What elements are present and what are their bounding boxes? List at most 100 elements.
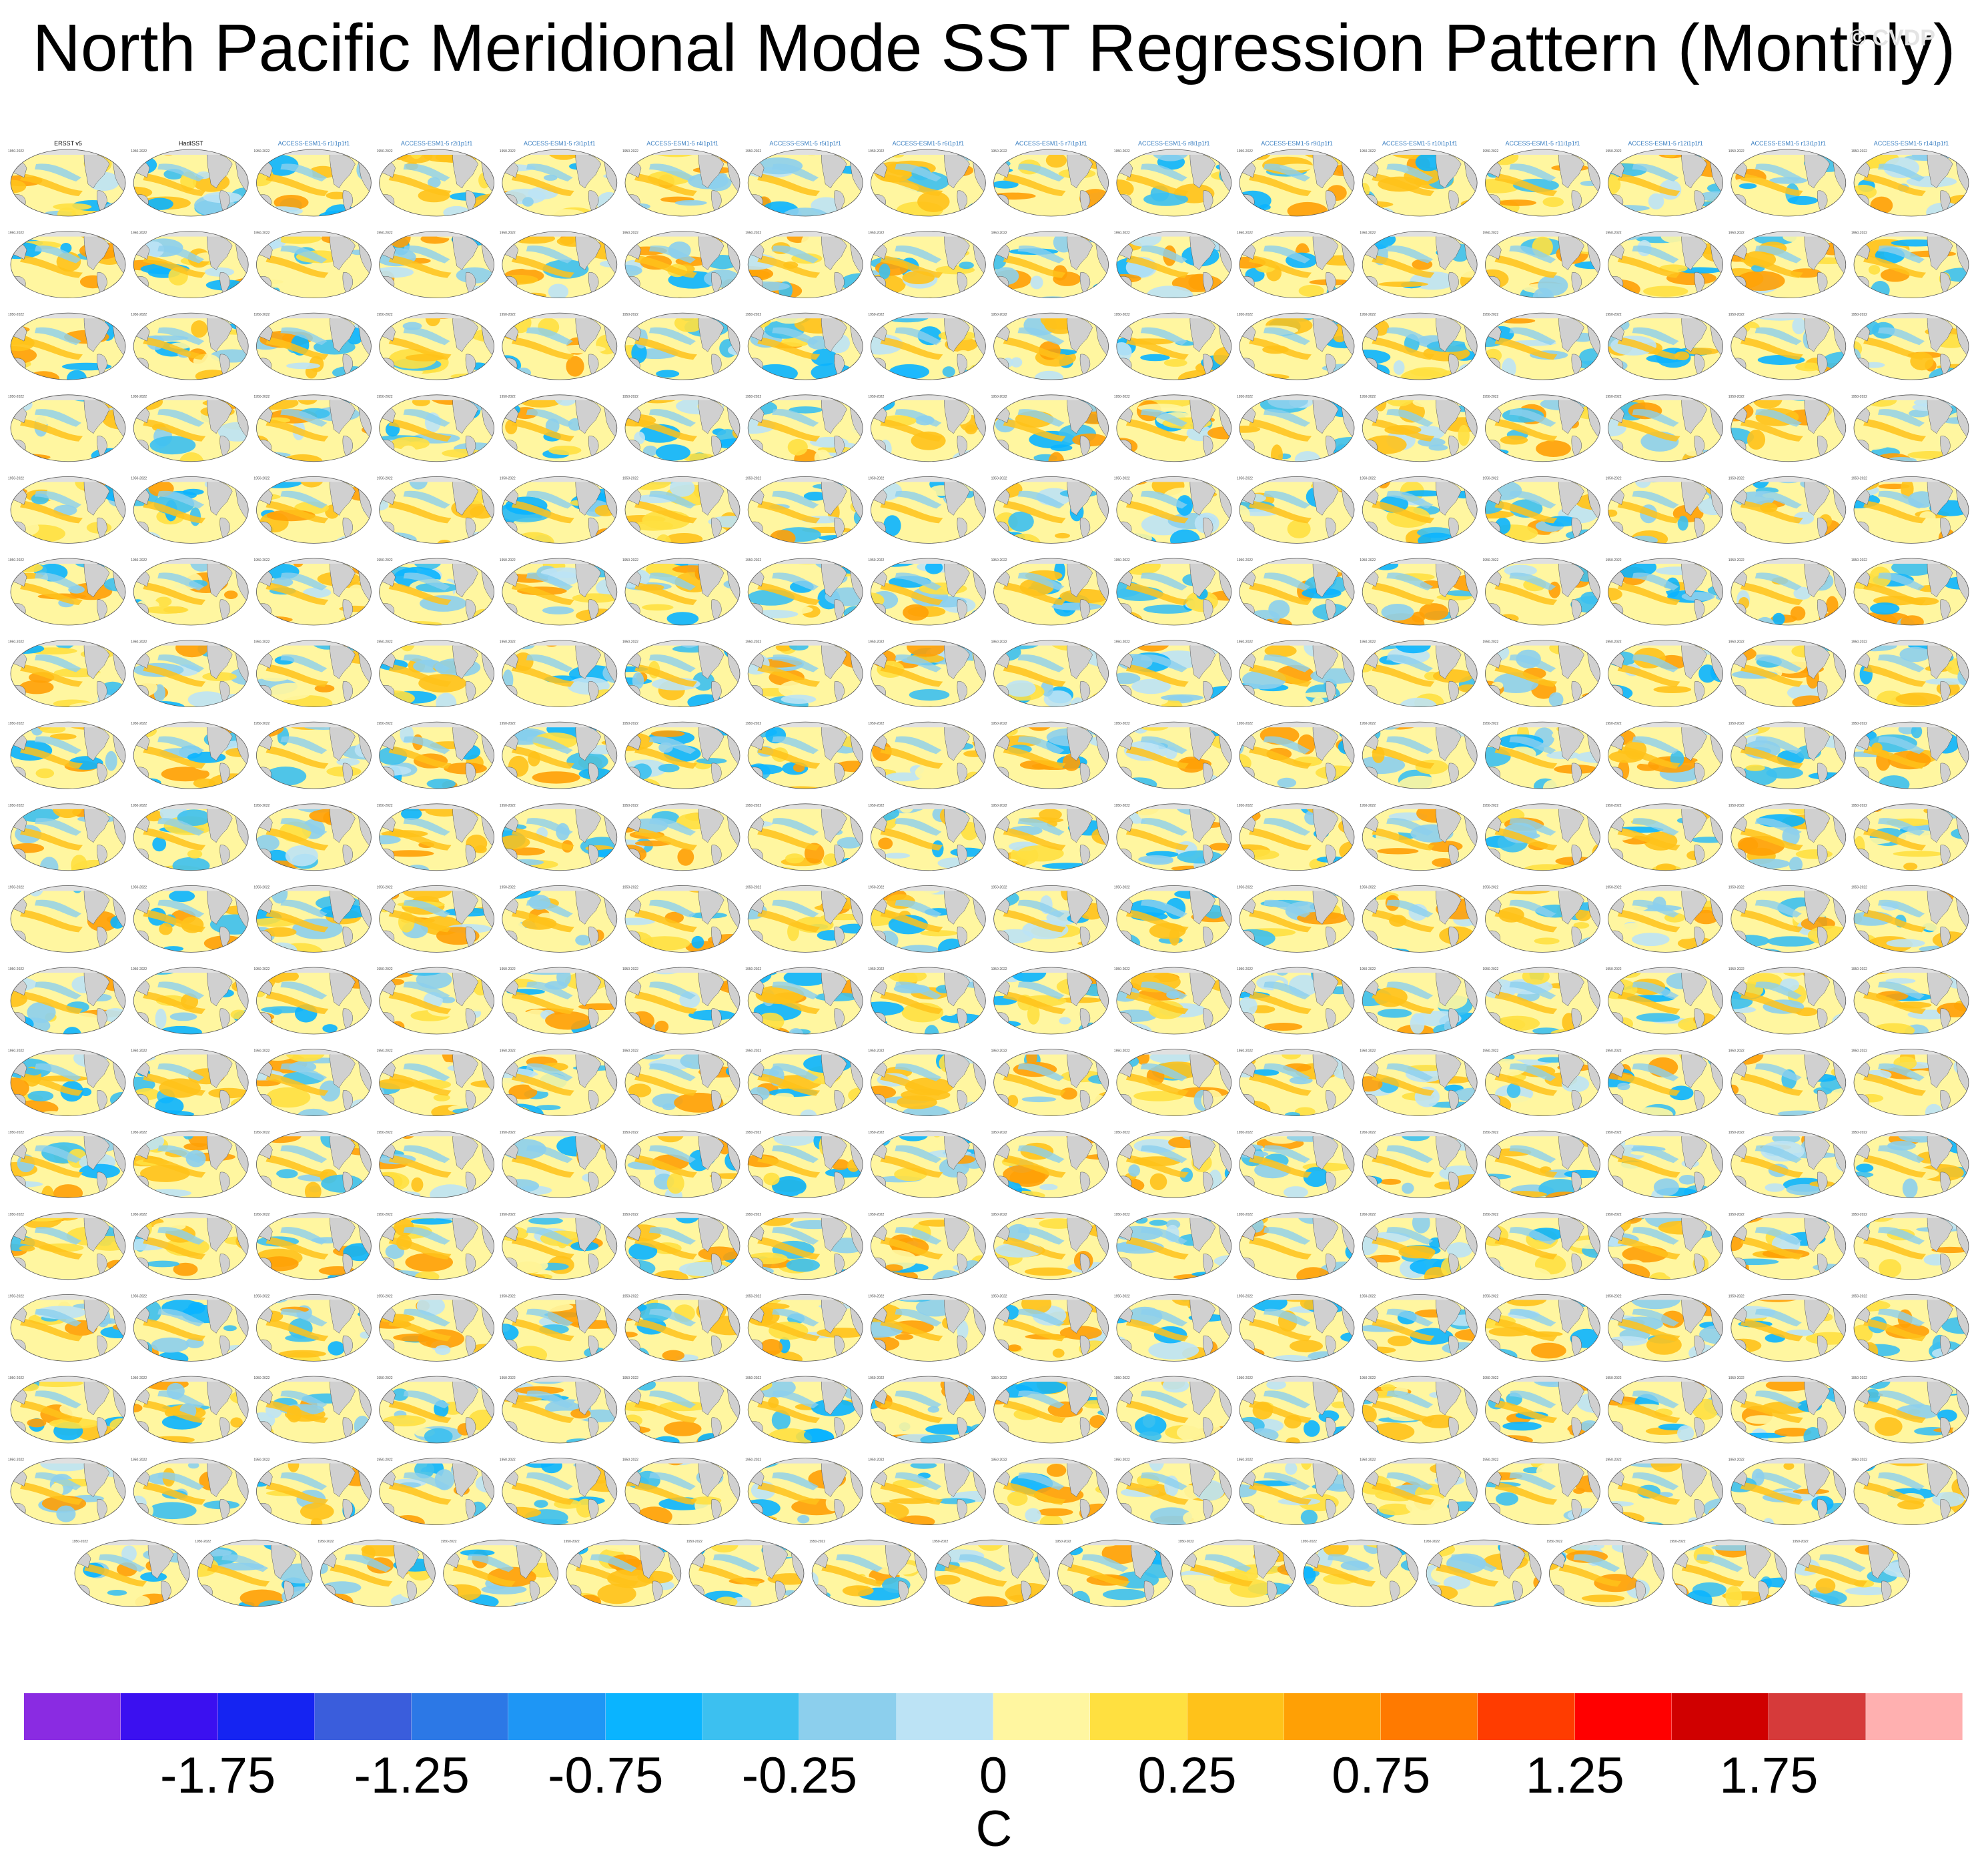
cool-anomaly xyxy=(942,366,955,378)
regression-panel: 1950-2022 xyxy=(8,967,126,1035)
land-arctic xyxy=(1362,967,1478,973)
panel-period-label: 1950-2022 xyxy=(745,149,761,153)
warm-anomaly xyxy=(779,786,823,789)
cool-anomaly xyxy=(1059,1017,1071,1025)
land-arctic xyxy=(1362,149,1478,155)
warm-anomaly xyxy=(545,1011,591,1030)
cool-anomaly xyxy=(542,606,574,614)
regression-panel: 1950-2022 xyxy=(622,558,740,626)
regression-panel: 1950-2022 xyxy=(377,394,494,462)
regression-panel: 1950-2022 xyxy=(1482,721,1600,789)
warm-anomaly xyxy=(748,284,761,298)
land-arctic xyxy=(379,394,494,400)
land-south-america xyxy=(342,354,353,378)
warm-anomaly xyxy=(1329,943,1354,953)
land-arctic xyxy=(625,149,740,155)
warm-anomaly xyxy=(67,155,87,173)
panel-period-label: 1950-2022 xyxy=(1606,722,1622,726)
npmm-cool-band xyxy=(157,327,205,346)
warm-anomaly xyxy=(350,558,372,568)
warm-anomaly xyxy=(1622,368,1639,380)
land-arctic xyxy=(1854,967,1969,973)
panel-period-label: 1950-2022 xyxy=(991,640,1007,644)
panel-period-label: 1950-2022 xyxy=(1114,967,1130,971)
panel-period-label: 1950-2022 xyxy=(991,885,1007,889)
warm-anomaly xyxy=(1730,207,1743,216)
regression-panel: 1950-2022 xyxy=(622,394,740,462)
panel-period-label: 1950-2022 xyxy=(131,722,147,726)
cool-anomaly xyxy=(883,853,911,859)
regression-panel: 1950-2022 xyxy=(622,1049,740,1116)
map-outline xyxy=(747,312,863,380)
land-north-america xyxy=(1927,236,1953,270)
npmm-warm-band xyxy=(1125,255,1189,278)
panel-period-label: 1950-2022 xyxy=(131,804,147,808)
warm-anomaly xyxy=(642,604,674,611)
regression-panel: 1950-2022 xyxy=(1728,476,1847,544)
panel-period-label: 1950-2022 xyxy=(868,1049,884,1053)
map-outline xyxy=(1239,149,1355,217)
cool-anomaly xyxy=(811,348,837,366)
regression-panel: 1950-2022 xyxy=(8,640,126,707)
regression-panel: 1950-2022 xyxy=(1606,231,1724,299)
panel-period-label: 1950-2022 xyxy=(622,149,638,153)
land-arctic xyxy=(993,1049,1109,1055)
cool-anomaly xyxy=(379,267,414,278)
warm-anomaly xyxy=(769,530,796,544)
regression-panel: 1950-2022 xyxy=(1237,885,1355,953)
cool-anomaly xyxy=(1146,286,1193,298)
panel-period-label: 1950-2022 xyxy=(1360,804,1376,808)
warm-anomaly xyxy=(159,923,173,935)
cool-anomaly xyxy=(522,197,534,207)
cool-anomaly xyxy=(108,777,125,789)
warm-anomaly xyxy=(556,344,606,354)
warm-anomaly xyxy=(229,278,249,295)
warm-anomaly xyxy=(1820,945,1846,953)
land-arctic xyxy=(1362,722,1478,728)
npmm-warm-band xyxy=(143,255,206,278)
cool-anomaly xyxy=(656,370,680,378)
panel-period-label: 1950-2022 xyxy=(500,885,516,889)
panel-period-label: 1950-2022 xyxy=(8,722,24,726)
regression-panel: 1950-2022 xyxy=(868,312,986,380)
warm-anomaly xyxy=(390,394,412,400)
regression-panel: 1950-2022 xyxy=(1606,394,1724,462)
cool-anomaly xyxy=(1488,292,1519,298)
land-arctic xyxy=(502,640,617,646)
land-arctic xyxy=(133,313,249,319)
map-outline xyxy=(1116,149,1232,217)
cool-anomaly xyxy=(91,448,125,462)
panel-period-label: 1950-2022 xyxy=(1114,149,1130,153)
cool-anomaly xyxy=(1871,281,1890,298)
land-arctic xyxy=(1239,313,1354,319)
warm-anomaly xyxy=(1341,479,1354,491)
map-outline xyxy=(624,231,740,299)
land-arctic xyxy=(256,313,372,319)
panel-period-label: 1950-2022 xyxy=(500,231,516,236)
warm-anomaly xyxy=(787,438,808,456)
cool-anomaly xyxy=(1753,378,1769,380)
land-arctic xyxy=(1239,558,1354,564)
cool-anomaly xyxy=(1268,394,1308,409)
warm-anomaly xyxy=(437,540,452,544)
land-arctic xyxy=(379,1049,494,1055)
land-south-america xyxy=(1694,190,1705,214)
warm-anomaly xyxy=(785,853,805,864)
warm-anomaly xyxy=(830,212,863,216)
cool-anomaly xyxy=(1730,725,1759,737)
cool-anomaly xyxy=(993,1020,1021,1028)
land-arctic xyxy=(1485,394,1600,400)
cool-anomaly xyxy=(966,202,986,216)
panel-title: ACCESS-ESM1-5 r2i1p1f1 xyxy=(401,140,473,147)
land-south-america xyxy=(834,190,845,214)
land-north-america xyxy=(944,236,970,270)
npmm-warm-band xyxy=(1249,173,1312,196)
land-arctic xyxy=(1362,558,1478,564)
panel-period-label: 1950-2022 xyxy=(254,640,270,644)
warm-anomaly xyxy=(1362,183,1370,197)
cool-anomaly xyxy=(426,779,456,789)
regression-panel: 1950-2022 xyxy=(745,1049,863,1116)
land-arctic xyxy=(871,803,986,809)
regression-panel: 1950-2022 xyxy=(377,967,494,1035)
regression-panel: 1950-2022 xyxy=(622,640,740,707)
